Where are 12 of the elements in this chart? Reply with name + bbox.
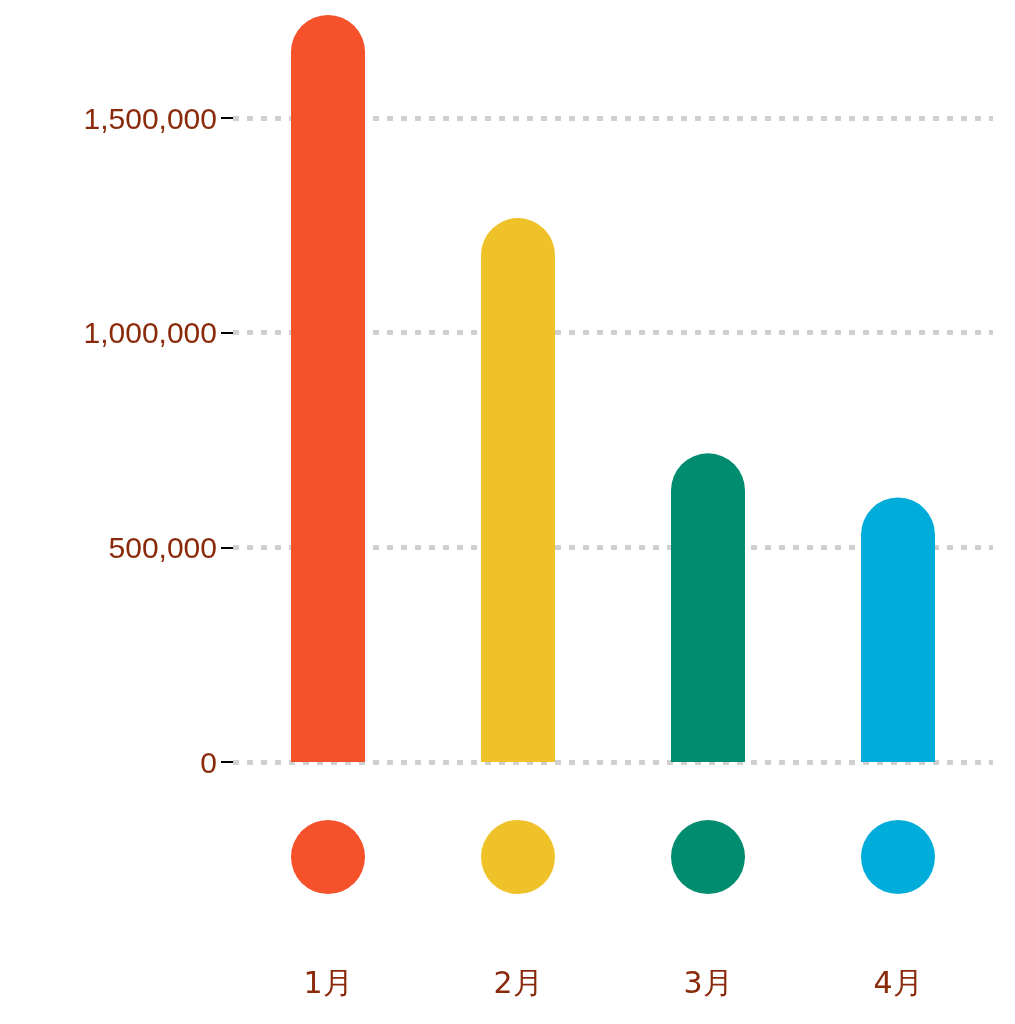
x-tick-label: 4月	[873, 964, 923, 1000]
bar	[481, 218, 555, 762]
x-tick-label: 2月	[493, 964, 543, 1000]
bar	[861, 497, 935, 762]
x-tick-label: 1月	[303, 964, 353, 1000]
bar	[671, 453, 745, 762]
y-tick-label: 1,000,000	[83, 316, 217, 350]
y-tick-label: 500,000	[108, 530, 217, 564]
y-tick-label: 0	[200, 745, 217, 779]
y-tick-label: 1,500,000	[83, 101, 217, 135]
bar	[291, 15, 365, 762]
x-tick-label: 3月	[683, 964, 733, 1000]
